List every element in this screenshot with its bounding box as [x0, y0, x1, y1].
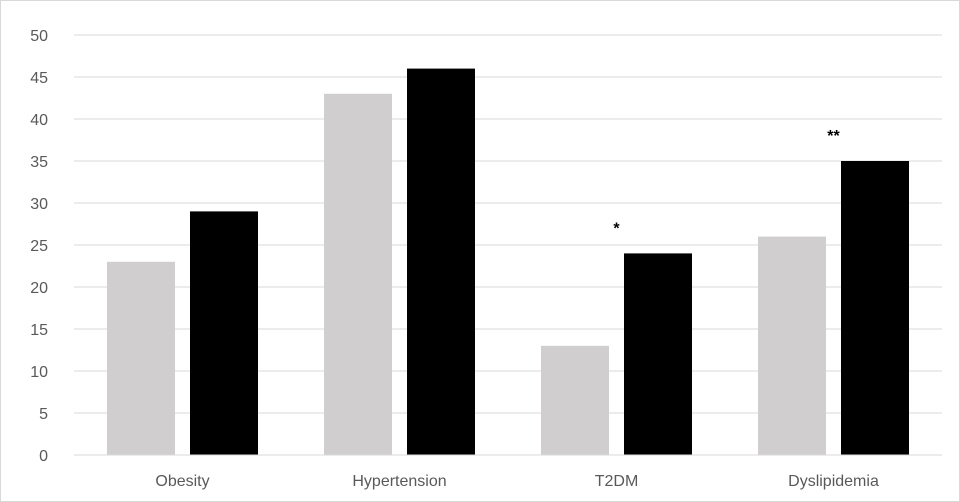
x-category-label: Dyslipidemia [788, 473, 879, 490]
y-tick-label: 15 [30, 322, 48, 339]
x-axis-category-labels: Obesity Hypertension T2DM Dyslipidemia [155, 473, 879, 490]
y-tick-label: 40 [30, 112, 48, 129]
bar-obesity-series-1 [107, 261, 175, 455]
y-tick-label: 25 [30, 238, 48, 255]
y-tick-label: 35 [30, 154, 48, 171]
bar-obesity-series-2 [190, 211, 258, 455]
bars [107, 68, 909, 456]
y-tick-label: 50 [30, 28, 48, 45]
bar-dyslipidemia-series-2 [841, 161, 909, 455]
significance-marker: * [613, 220, 620, 237]
bar-t2dm-series-1 [541, 345, 609, 455]
x-category-label: T2DM [595, 473, 639, 490]
y-tick-label: 20 [30, 280, 48, 297]
significance-annotations: *** [613, 128, 840, 237]
bar-dyslipidemia-series-1 [758, 236, 826, 455]
y-tick-label: 0 [39, 448, 48, 465]
bar-hypertension-series-1 [324, 93, 392, 456]
x-category-label: Obesity [155, 473, 209, 490]
bar-hypertension-series-2 [407, 68, 475, 455]
y-tick-label: 5 [39, 406, 48, 423]
y-tick-label: 45 [30, 70, 48, 87]
y-axis-tick-labels: 0 5 10 15 20 25 30 35 40 45 50 [30, 28, 48, 465]
significance-marker: ** [827, 128, 840, 145]
y-tick-label: 30 [30, 196, 48, 213]
y-tick-label: 10 [30, 364, 48, 381]
bar-t2dm-series-2 [624, 253, 692, 455]
x-category-label: Hypertension [352, 473, 446, 490]
